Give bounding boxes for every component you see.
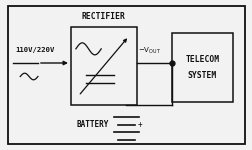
Text: +: + <box>137 120 142 129</box>
Bar <box>171 33 232 102</box>
Text: RECTIFIER: RECTIFIER <box>81 12 125 21</box>
Text: $\mathsf{-V_{OUT}}$: $\mathsf{-V_{OUT}}$ <box>137 46 160 56</box>
Text: 110V/220V: 110V/220V <box>15 46 54 52</box>
Text: SYSTEM: SYSTEM <box>187 71 216 80</box>
Text: BATTERY: BATTERY <box>76 120 108 129</box>
Bar <box>71 27 136 105</box>
Text: TELECOM: TELECOM <box>185 55 218 64</box>
